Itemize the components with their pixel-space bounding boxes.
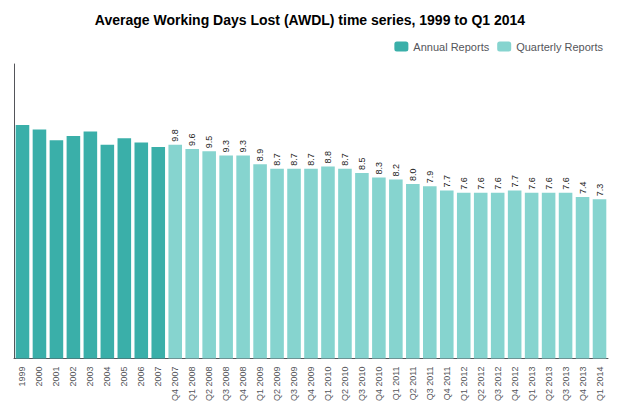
svg-text:Q4 2008: Q4 2008: [238, 366, 248, 401]
svg-text:Q2 2012: Q2 2012: [476, 366, 486, 401]
svg-text:8.7: 8.7: [272, 153, 282, 166]
svg-text:7.9: 7.9: [425, 171, 435, 184]
svg-text:8.7: 8.7: [306, 153, 316, 166]
svg-text:Q3 2008: Q3 2008: [221, 366, 231, 401]
svg-text:Q1 2014: Q1 2014: [595, 366, 605, 401]
svg-text:Q4 2010: Q4 2010: [374, 366, 384, 401]
svg-text:Q3 2009: Q3 2009: [289, 366, 299, 401]
svg-text:7.4: 7.4: [578, 182, 588, 195]
svg-text:2005: 2005: [119, 366, 129, 386]
svg-text:Q4 2009: Q4 2009: [306, 366, 316, 401]
svg-text:8.7: 8.7: [340, 153, 350, 166]
svg-text:Q3 2011: Q3 2011: [425, 366, 435, 400]
svg-text:7.6: 7.6: [459, 177, 469, 190]
svg-text:7.3: 7.3: [595, 184, 605, 197]
svg-text:9.5: 9.5: [204, 136, 214, 149]
svg-text:7.6: 7.6: [561, 177, 571, 190]
svg-text:2003: 2003: [85, 366, 95, 386]
svg-text:8.7: 8.7: [289, 153, 299, 166]
svg-text:Q2 2010: Q2 2010: [340, 366, 350, 401]
svg-text:2001: 2001: [51, 366, 61, 386]
svg-text:Q4 2013: Q4 2013: [578, 366, 588, 401]
svg-text:8.8: 8.8: [323, 151, 333, 164]
svg-text:8.0: 8.0: [408, 168, 418, 181]
svg-text:9.3: 9.3: [238, 140, 248, 153]
svg-text:Q1 2009: Q1 2009: [255, 366, 265, 401]
svg-text:Q4 2011: Q4 2011: [442, 366, 452, 400]
svg-text:Q2 2008: Q2 2008: [204, 366, 214, 401]
svg-text:2004: 2004: [102, 366, 112, 386]
svg-text:2006: 2006: [136, 366, 146, 386]
svg-text:8.5: 8.5: [357, 158, 367, 171]
svg-text:Q1 2013: Q1 2013: [527, 366, 537, 401]
svg-text:7.7: 7.7: [510, 175, 520, 188]
svg-text:2002: 2002: [68, 366, 78, 386]
svg-text:2007: 2007: [153, 366, 163, 386]
svg-text:Q1 2010: Q1 2010: [323, 366, 333, 401]
svg-text:8.2: 8.2: [391, 164, 401, 177]
svg-text:9.8: 9.8: [170, 129, 180, 142]
svg-text:Q4 2007: Q4 2007: [170, 366, 180, 401]
svg-text:Q2 2013: Q2 2013: [544, 366, 554, 401]
svg-text:Q1 2012: Q1 2012: [459, 366, 469, 401]
svg-text:Q3 2010: Q3 2010: [357, 366, 367, 401]
svg-text:8.3: 8.3: [374, 162, 384, 175]
svg-text:9.6: 9.6: [187, 134, 197, 147]
svg-text:7.7: 7.7: [442, 175, 452, 188]
svg-text:7.6: 7.6: [493, 177, 503, 190]
svg-text:Q4 2012: Q4 2012: [510, 366, 520, 401]
svg-text:Q1 2008: Q1 2008: [187, 366, 197, 401]
svg-text:7.6: 7.6: [527, 177, 537, 190]
svg-text:Q2 2011: Q2 2011: [408, 366, 418, 400]
svg-text:Average Working Days Lost (AWD: Average Working Days Lost (AWDL) time se…: [95, 12, 525, 28]
svg-text:1999: 1999: [17, 366, 27, 386]
svg-text:Q3 2013: Q3 2013: [561, 366, 571, 401]
svg-text:2000: 2000: [34, 366, 44, 386]
svg-text:Q2 2009: Q2 2009: [272, 366, 282, 401]
svg-text:7.6: 7.6: [476, 177, 486, 190]
svg-text:Q1 2011: Q1 2011: [391, 366, 401, 400]
svg-text:9.3: 9.3: [221, 140, 231, 153]
svg-text:Annual Reports: Annual Reports: [413, 41, 489, 53]
svg-text:Quarterly Reports: Quarterly Reports: [516, 41, 603, 53]
svg-text:8.9: 8.9: [255, 149, 265, 162]
svg-text:7.6: 7.6: [544, 177, 554, 190]
svg-text:Q3 2012: Q3 2012: [493, 366, 503, 401]
